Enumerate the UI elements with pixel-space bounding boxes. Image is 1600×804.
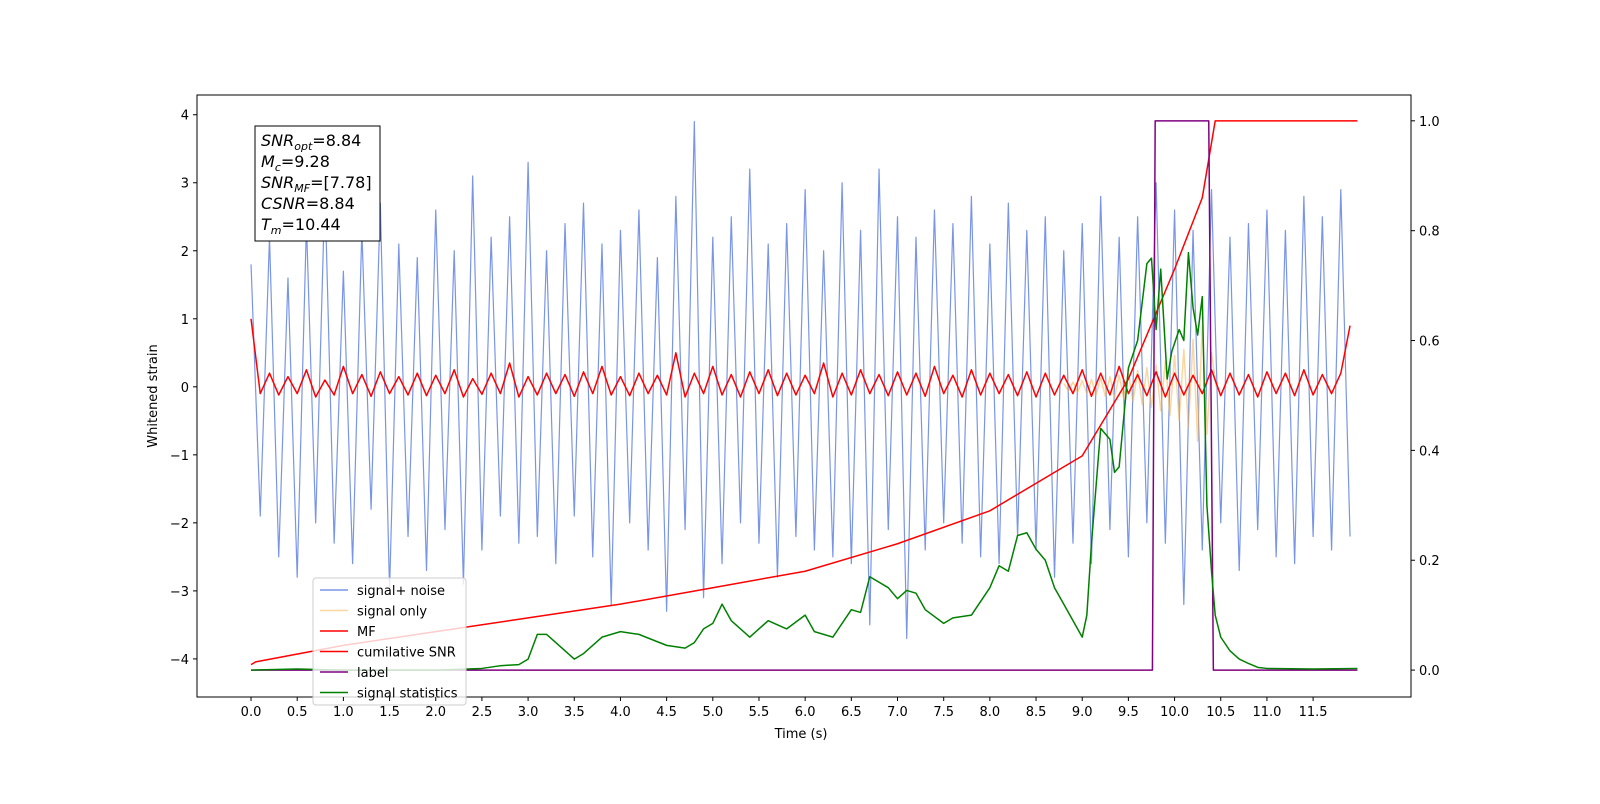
x-tick-label: 9.5 [1118, 705, 1139, 720]
x-tick-label: 3.0 [518, 705, 539, 720]
x-tick-label: 5.0 [702, 705, 723, 720]
x-tick-label: 5.5 [749, 705, 770, 720]
annotation-line: SNRMF=[7.78] [261, 173, 372, 195]
annotation-value: =8.84 [306, 194, 355, 213]
x-tick-label: 2.0 [425, 705, 446, 720]
annotation-value: =8.84 [312, 131, 361, 150]
annotation-symbol: T [261, 215, 272, 234]
annotation-symbol: M [261, 152, 275, 171]
series-line [1063, 324, 1217, 442]
x-tick-label: 10.0 [1160, 705, 1189, 720]
x-tick-label: 10.5 [1206, 705, 1235, 720]
y2-tick-label: 0.6 [1419, 335, 1440, 350]
annotation-value: =[7.78] [310, 173, 372, 192]
annotation-box [254, 125, 381, 242]
annotation-value: =9.28 [281, 152, 330, 171]
annotation: SNRopt=8.84Mc=9.28SNRMF=[7.78]CSNR=8.84T… [254, 125, 381, 242]
x-tick-label: 8.5 [1026, 705, 1047, 720]
y-tick-label: 2 [181, 245, 189, 260]
annotation-subscript: m [271, 224, 282, 237]
legend-label: label [357, 666, 388, 681]
series-line [251, 120, 1358, 671]
legend-label: cumilative SNR [357, 646, 456, 661]
legend-label: MF [357, 625, 376, 640]
y2-tick-label: 1.0 [1419, 115, 1440, 130]
annotation-line: SNRopt=8.84 [261, 131, 361, 153]
legend-label: signal only [357, 605, 427, 620]
y-tick-label: 0 [181, 381, 189, 396]
x-tick-label: 1.5 [379, 705, 400, 720]
x-tick-label: 11.0 [1252, 705, 1281, 720]
axes-frame [196, 94, 1412, 698]
x-tick-label: 2.5 [472, 705, 493, 720]
legend-label: signal statistics [357, 687, 458, 702]
x-tick-label: 4.5 [656, 705, 677, 720]
x-tick-label: 11.5 [1299, 705, 1328, 720]
annotation-subscript: MF [294, 182, 310, 195]
annotation-line: Tm=10.44 [261, 215, 341, 237]
x-tick-label: 7.5 [933, 705, 954, 720]
x-tick-label: 6.5 [841, 705, 862, 720]
annotation-line: CSNR=8.84 [261, 194, 355, 213]
series-line [250, 120, 1351, 640]
x-tick-label: 8.0 [980, 705, 1001, 720]
annotation-symbol: CSNR [261, 194, 306, 213]
annotation-subscript: c [275, 161, 281, 174]
legend: signal+ noise signal only MF cumilative SNR… [312, 577, 467, 706]
y-tick-label: 1 [181, 313, 189, 328]
legend-label: signal+ noise [357, 584, 445, 599]
x-axis-label: Time (s) [774, 727, 828, 742]
annotation-subscript: opt [294, 140, 313, 153]
x-tick-label: 9.0 [1072, 705, 1093, 720]
annotation-symbol: SNR [261, 131, 294, 150]
annotation-symbol: SNR [261, 173, 294, 192]
y-tick-label: 4 [181, 109, 189, 124]
y-axis-label: Whitened strain [146, 344, 161, 447]
y2-tick-label: 0.0 [1419, 664, 1440, 679]
x-tick-label: 1.0 [333, 705, 354, 720]
series-line [250, 318, 1351, 398]
y-tick-label: −2 [170, 517, 189, 532]
y2-tick-label: 0.2 [1419, 554, 1440, 569]
y-tick-label: −4 [170, 653, 189, 668]
x-tick-label: 0.0 [241, 705, 262, 720]
y-tick-label: 3 [181, 177, 189, 192]
series-line [251, 251, 1358, 671]
annotation-line: Mc=9.28 [261, 152, 330, 174]
y-tick-label: −3 [170, 585, 189, 600]
y2-tick-label: 0.4 [1419, 444, 1440, 459]
x-tick-label: 0.5 [287, 705, 308, 720]
x-tick-label: 7.0 [887, 705, 908, 720]
y2-tick-label: 0.8 [1419, 225, 1440, 240]
annotation-value: =10.44 [282, 215, 341, 234]
x-tick-label: 6.0 [795, 705, 816, 720]
y-tick-label: −1 [170, 449, 189, 464]
legend-box [312, 577, 467, 706]
x-tick-label: 4.0 [610, 705, 631, 720]
x-tick-label: 3.5 [564, 705, 585, 720]
